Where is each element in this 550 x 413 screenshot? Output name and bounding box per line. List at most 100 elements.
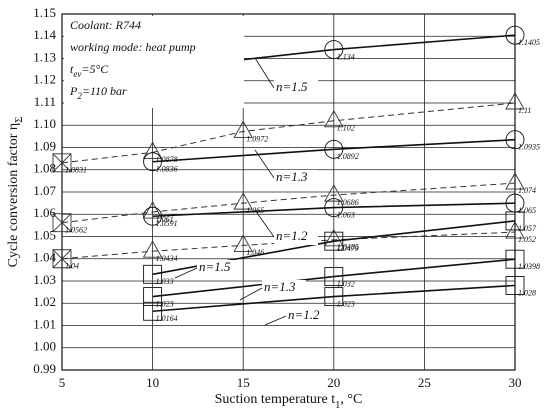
data-label: 1.0164 bbox=[156, 314, 178, 323]
data-label: 1.063 bbox=[337, 210, 355, 219]
x-axis-label-rest: , °C bbox=[340, 392, 362, 407]
x-tick-label: 25 bbox=[418, 375, 431, 390]
annotation-bg bbox=[197, 260, 241, 276]
data-label: 1.0836 bbox=[156, 165, 178, 174]
annotation: n=1.5 bbox=[276, 79, 308, 94]
leader-line bbox=[254, 149, 275, 179]
x-axis-label-sub: 1 bbox=[335, 400, 340, 411]
marker-triangle bbox=[505, 92, 525, 110]
x-tick-label: 30 bbox=[509, 375, 522, 390]
marker-boxx bbox=[52, 249, 72, 269]
marker-circle bbox=[505, 130, 525, 150]
y-tick-label: 1.15 bbox=[33, 5, 56, 20]
x-tick-label: 15 bbox=[237, 375, 250, 390]
marker-triangle bbox=[142, 141, 163, 159]
marker-triangle bbox=[233, 120, 253, 138]
data-label: 1.0935 bbox=[518, 143, 540, 152]
marker-square bbox=[505, 211, 525, 231]
leader-line bbox=[254, 209, 275, 238]
marker-square bbox=[143, 301, 163, 321]
data-label: 1.061 bbox=[156, 215, 174, 224]
y-tick-label: 1.01 bbox=[33, 316, 56, 331]
marker-square bbox=[143, 264, 163, 284]
data-label: 1.04 bbox=[65, 262, 79, 271]
data-label: 1.0831 bbox=[65, 166, 87, 175]
data-label: 1.028 bbox=[518, 288, 536, 297]
y-tick-label: 1.13 bbox=[33, 49, 56, 64]
data-label: 1.074 bbox=[518, 186, 536, 195]
marker-circle bbox=[143, 152, 163, 172]
annotation: n=1.2 bbox=[288, 307, 320, 322]
data-label: 1.11 bbox=[518, 106, 531, 115]
annotation-bg bbox=[274, 229, 318, 245]
data-label: 1.033 bbox=[156, 277, 174, 286]
data-label: 1.0562 bbox=[65, 226, 87, 235]
marker-square bbox=[324, 231, 344, 251]
info-line: tev=5°C bbox=[70, 62, 109, 79]
y-tick-label: 0.99 bbox=[33, 361, 56, 376]
x-tick-label: 10 bbox=[146, 375, 159, 390]
y-tick-label: 1.07 bbox=[33, 183, 56, 198]
data-label: 1.0398 bbox=[518, 262, 540, 271]
data-label: 1.0479 bbox=[337, 244, 359, 253]
y-tick-label: 1.00 bbox=[33, 339, 56, 354]
info-line-sub: ev bbox=[73, 69, 81, 79]
y-tick-label: 1.09 bbox=[33, 138, 56, 153]
info-line-text: Coolant: R744 bbox=[70, 18, 141, 32]
x-tick-label: 20 bbox=[327, 375, 340, 390]
marker-square bbox=[324, 267, 344, 286]
data-label: 1.0434 bbox=[156, 254, 178, 263]
marker-triangle bbox=[324, 109, 344, 128]
info-line-sub: 2 bbox=[77, 91, 82, 101]
data-label: 1.0878 bbox=[156, 155, 178, 164]
y-axis-label-sub: Σ bbox=[14, 117, 25, 123]
y-tick-label: 1.06 bbox=[33, 205, 56, 220]
info-line-text: P bbox=[69, 84, 78, 98]
y-tick-label: 1.10 bbox=[33, 116, 56, 131]
marker-square bbox=[143, 287, 163, 307]
marker-boxx bbox=[52, 213, 72, 233]
data-label: 1.0972 bbox=[246, 134, 268, 143]
annotation-bg bbox=[262, 280, 306, 296]
data-label: 1.0591 bbox=[156, 219, 178, 228]
marker-square bbox=[505, 276, 525, 295]
marker-triangle bbox=[142, 201, 163, 219]
marker-triangle bbox=[233, 192, 253, 210]
data-label: 1.0485 bbox=[337, 243, 359, 252]
marker-square bbox=[324, 287, 344, 307]
series-line bbox=[61, 102, 516, 164]
series-line bbox=[61, 231, 516, 260]
annotation: n=1.3 bbox=[264, 279, 296, 294]
marker-triangle bbox=[324, 228, 344, 247]
series-line bbox=[61, 182, 516, 224]
marker-square bbox=[505, 249, 525, 269]
y-tick-label: 1.05 bbox=[33, 227, 56, 242]
y-tick-label: 1.02 bbox=[33, 294, 56, 309]
info-line: Coolant: R744 bbox=[70, 18, 141, 32]
marker-triangle bbox=[142, 240, 163, 258]
marker-triangle bbox=[233, 234, 253, 252]
marker-circle bbox=[505, 25, 525, 45]
info-line-text: t bbox=[70, 62, 74, 76]
y-tick-label: 1.04 bbox=[33, 250, 56, 265]
y-tick-label: 1.03 bbox=[33, 272, 56, 287]
info-line: P2=110 bar bbox=[69, 84, 127, 101]
annotation-bg bbox=[274, 80, 318, 96]
info-box bbox=[64, 16, 244, 108]
data-label: 1.065 bbox=[518, 206, 536, 215]
x-tick-label: 5 bbox=[59, 375, 66, 390]
data-label: 1.023 bbox=[337, 299, 355, 308]
series-line bbox=[152, 284, 516, 313]
data-label: 1.032 bbox=[337, 279, 355, 288]
marker-circle bbox=[324, 198, 344, 218]
leader-line bbox=[239, 287, 263, 301]
leader-line bbox=[254, 57, 275, 89]
marker-triangle bbox=[324, 184, 344, 202]
series-line bbox=[152, 202, 516, 218]
info-line-rest: =110 bar bbox=[82, 84, 127, 98]
marker-circle bbox=[143, 206, 163, 226]
annotation: n=1.5 bbox=[199, 259, 231, 274]
data-label: 1.057 bbox=[518, 224, 537, 233]
data-label: 1.134 bbox=[337, 52, 355, 61]
